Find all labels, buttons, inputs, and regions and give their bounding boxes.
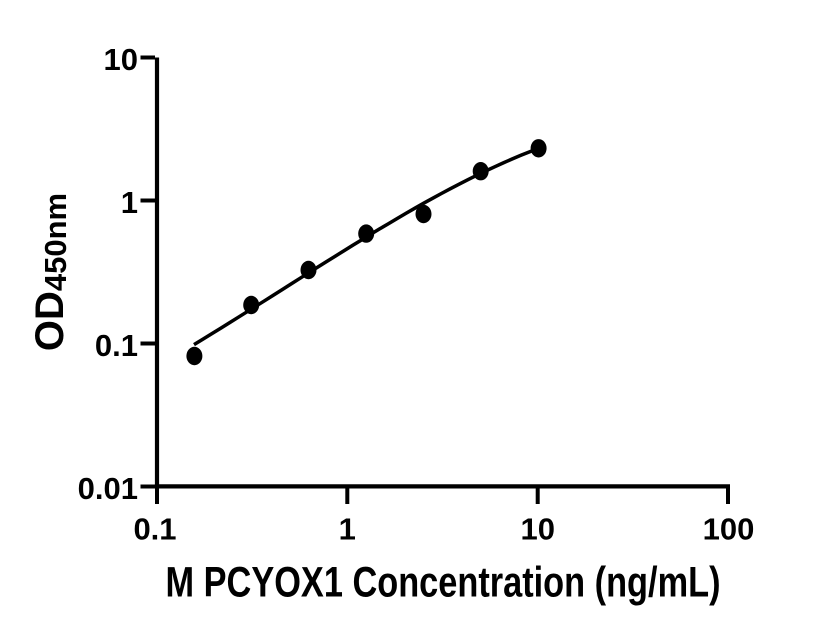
svg-text:0.1: 0.1 (95, 328, 138, 363)
svg-text:10: 10 (520, 512, 554, 547)
svg-text:OD450nm: OD450nm (28, 193, 73, 351)
svg-text:1: 1 (121, 185, 138, 220)
svg-text:0.1: 0.1 (133, 512, 176, 547)
svg-text:100: 100 (703, 512, 755, 547)
svg-text:M PCYOX1 Concentration (ng/mL): M PCYOX1 Concentration (ng/mL) (166, 559, 721, 607)
svg-text:10: 10 (104, 42, 138, 77)
svg-text:1: 1 (339, 512, 356, 547)
svg-text:0.01: 0.01 (78, 471, 138, 506)
